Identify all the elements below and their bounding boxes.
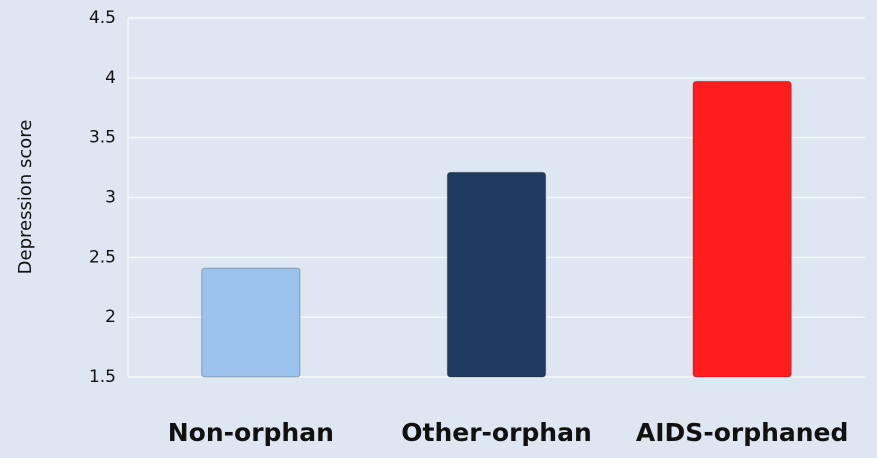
x-tick-label: AIDS-orphaned xyxy=(636,418,849,447)
y-tick-label: 2.5 xyxy=(89,247,116,267)
y-tick-label: 3.5 xyxy=(89,128,116,148)
y-tick-label: 4.5 xyxy=(89,8,116,28)
x-tick-label: Non-orphan xyxy=(168,418,334,447)
x-tick-label: Other-orphan xyxy=(401,418,592,447)
y-tick-label: 2 xyxy=(105,307,116,327)
y-axis-label: Depression score xyxy=(15,120,36,275)
bar xyxy=(446,171,547,378)
bar xyxy=(692,80,792,378)
bar xyxy=(201,267,301,378)
y-tick-label: 4 xyxy=(105,68,116,88)
y-tick-label: 3 xyxy=(105,188,116,208)
y-tick-label: 1.5 xyxy=(89,367,116,387)
